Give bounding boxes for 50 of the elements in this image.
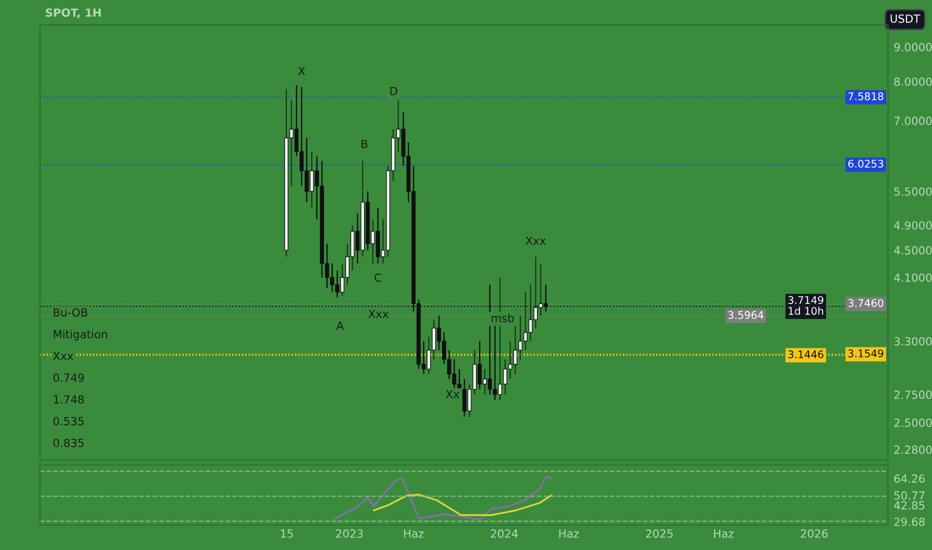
ref-line-label: 3.1446 — [788, 350, 824, 358]
annotation: 0.535 — [53, 416, 84, 426]
y-tick-label: 4.9000 — [894, 221, 932, 230]
ref-line-label: 6.0253 — [848, 160, 884, 168]
y-tick-label: 8.0000 — [894, 77, 932, 86]
line-series — [372, 494, 552, 516]
chart-title: SPOT, 1H — [46, 8, 101, 18]
ref-line-label: 3.5964 — [728, 311, 764, 319]
annotation: C — [374, 273, 382, 282]
y-tick-label: 9.0000 — [894, 42, 932, 52]
annotation: D — [390, 87, 398, 96]
annotation: B — [362, 140, 368, 148]
x-tick-label: 15 — [280, 530, 293, 538]
annotation: Mitigation — [54, 330, 108, 341]
x-tick-label: Haz — [714, 530, 734, 538]
y-tick-label: 2.5000 — [894, 418, 932, 427]
annotation: Xxx — [368, 310, 388, 318]
annotation: 0.749 — [53, 373, 84, 382]
ref-line-label: 3.1549 — [848, 349, 884, 358]
y-axis-title: USDT — [890, 14, 920, 23]
x-tick-label: 2025 — [646, 529, 673, 538]
ref-line-label: 3.7149 1d 10h — [788, 296, 824, 315]
y-tick-label: 2.2800 — [894, 446, 932, 454]
annotation: Xx — [446, 390, 460, 398]
annotation: msb — [492, 314, 514, 322]
x-tick-label: Haz — [559, 530, 579, 538]
x-tick-label: Haz — [404, 530, 424, 538]
ref-line-label: 7.5818 — [848, 92, 884, 100]
y-tick-label: 5.5000 — [894, 187, 932, 196]
y-tick-label: 4.5000 — [894, 246, 932, 255]
y-tick-label: 64.26 — [894, 474, 925, 483]
y-tick-label: 2.7500 — [894, 390, 932, 399]
annotation: 1.748 — [54, 395, 84, 404]
y-tick-label: 42.85 — [894, 501, 924, 510]
x-tick-label: 2026 — [800, 529, 828, 538]
y-tick-label: 3.3000 — [894, 337, 932, 346]
y-tick-label: 7.0000 — [894, 116, 932, 126]
x-tick-label: 2024 — [490, 529, 518, 538]
y-tick-label: 50.77 — [894, 491, 924, 500]
y-tick-label: 29.68 — [894, 518, 925, 526]
annotation: Xxx — [53, 352, 74, 360]
annotation: Xxx — [526, 236, 546, 245]
x-tick-label: 2023 — [336, 529, 363, 538]
line-series — [333, 475, 552, 521]
ref-line-label: 3.7460 — [848, 299, 884, 307]
annotation: A — [336, 322, 344, 330]
annotation: Bu-OB — [54, 308, 88, 317]
y-tick-label: 4.1000 — [894, 273, 932, 282]
annotation: 0.835 — [53, 438, 84, 448]
annotation: X — [298, 66, 306, 76]
